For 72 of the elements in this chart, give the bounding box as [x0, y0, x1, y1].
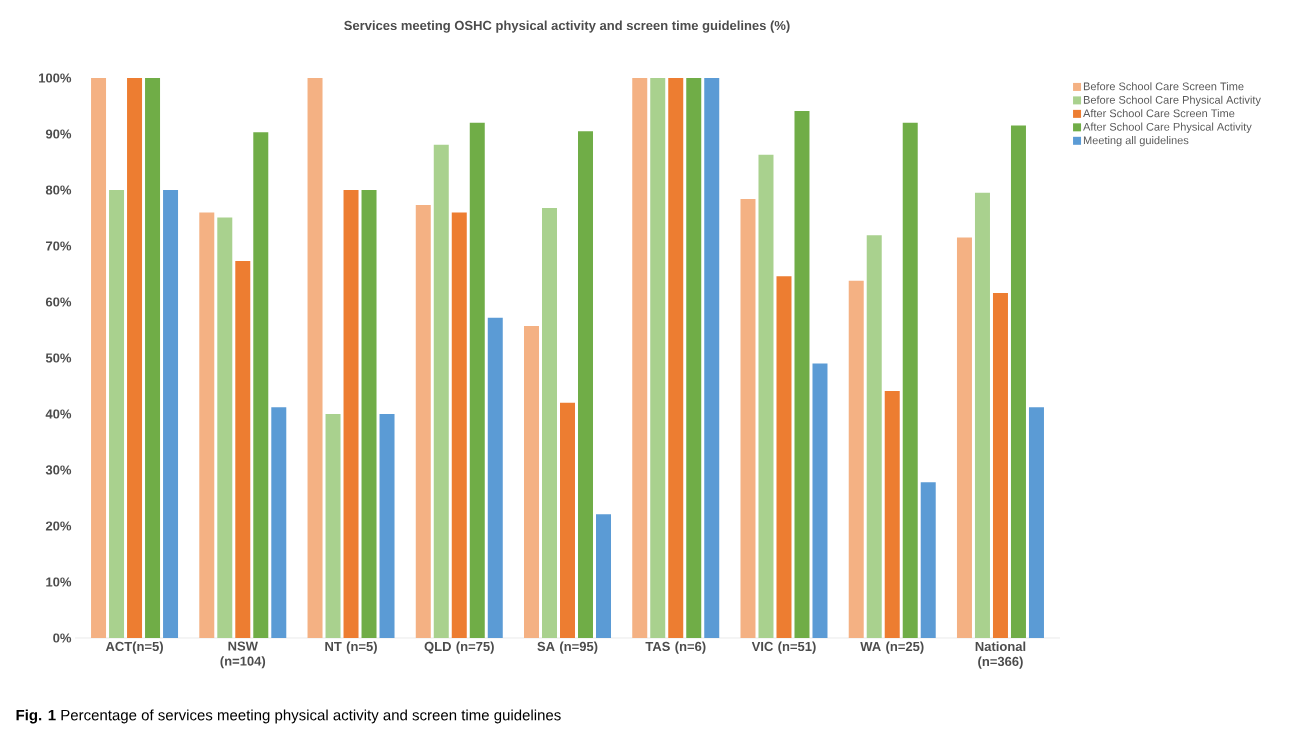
x-tick-label: TAS (n=6)	[645, 641, 706, 654]
text: Fig. 1 Percentage of services meeting physical activity and screen time guidelines	[16, 709, 561, 724]
legend-label: Before School Care Physical Activity	[1083, 95, 1261, 106]
bar	[163, 189, 179, 638]
y-tick-label: 50%	[45, 353, 72, 363]
bar	[758, 154, 774, 638]
bar	[794, 111, 810, 638]
bar	[866, 235, 882, 638]
bar	[686, 77, 702, 638]
bar	[217, 217, 233, 638]
bar	[469, 122, 485, 638]
legend-label: After School Care Screen Time	[1083, 109, 1235, 118]
bar	[253, 132, 269, 638]
legend-label: Before School Care Screen Time	[1083, 82, 1244, 91]
bar	[361, 189, 377, 638]
bar	[145, 77, 161, 638]
y-tick-label: 90%	[45, 129, 72, 139]
x-tick-label: ACT(n=5)	[105, 641, 163, 654]
bar	[325, 413, 341, 638]
bar	[704, 77, 720, 638]
y-tick-label: 30%	[45, 465, 72, 475]
x-tick-label: QLD (n=75)	[424, 641, 494, 654]
bar	[560, 402, 576, 638]
bar	[1010, 125, 1026, 638]
y-tick-label: 100%	[39, 73, 72, 83]
y-tick-label: 0%	[53, 633, 72, 643]
bar	[235, 261, 251, 638]
bar	[596, 514, 612, 638]
bar	[199, 212, 215, 638]
bar	[524, 326, 540, 638]
bar	[487, 317, 503, 638]
bar	[920, 482, 936, 638]
x-tick-label: National (n=366)	[975, 641, 1026, 669]
bar	[956, 237, 972, 638]
bar	[668, 77, 684, 638]
bar	[974, 192, 990, 638]
bar	[902, 122, 918, 638]
y-tick-label: 70%	[46, 241, 72, 251]
legend-label: After School Care Physical Activity	[1083, 122, 1252, 133]
bar	[650, 77, 666, 638]
y-tick-label: 40%	[45, 409, 72, 419]
x-tick-label: WA (n=25)	[860, 641, 924, 654]
bar	[992, 293, 1008, 638]
y-tick-label: 80%	[45, 185, 72, 195]
bar	[542, 207, 558, 638]
bar	[91, 77, 107, 638]
bar	[578, 131, 594, 638]
bar	[415, 205, 431, 638]
bar	[740, 198, 756, 638]
bar	[812, 363, 828, 638]
legend-label: Meeting all guidelines	[1083, 136, 1189, 147]
bar	[271, 407, 287, 638]
x-tick-label: VIC (n=51)	[751, 641, 816, 654]
bar	[433, 144, 449, 638]
bar	[343, 189, 359, 638]
bar	[109, 189, 125, 638]
y-tick-label: 20%	[45, 521, 72, 531]
bar	[884, 391, 900, 638]
x-tick-label: SA (n=95)	[537, 641, 598, 654]
chart-title: Services meeting OSHC physical activity and screen time guidelines (%)	[344, 20, 790, 33]
bar	[307, 77, 323, 638]
bar	[451, 212, 467, 638]
y-tick-label: 10%	[46, 577, 72, 587]
y-tick-label: 60%	[45, 297, 72, 307]
x-tick-label: NT (n=5)	[325, 641, 377, 654]
x-tick-label: NSW (n=104)	[220, 641, 266, 669]
bar	[776, 276, 792, 638]
bar	[127, 77, 143, 638]
bar	[848, 280, 864, 638]
bar	[379, 413, 395, 638]
bar	[1028, 407, 1044, 638]
bar	[632, 77, 648, 638]
